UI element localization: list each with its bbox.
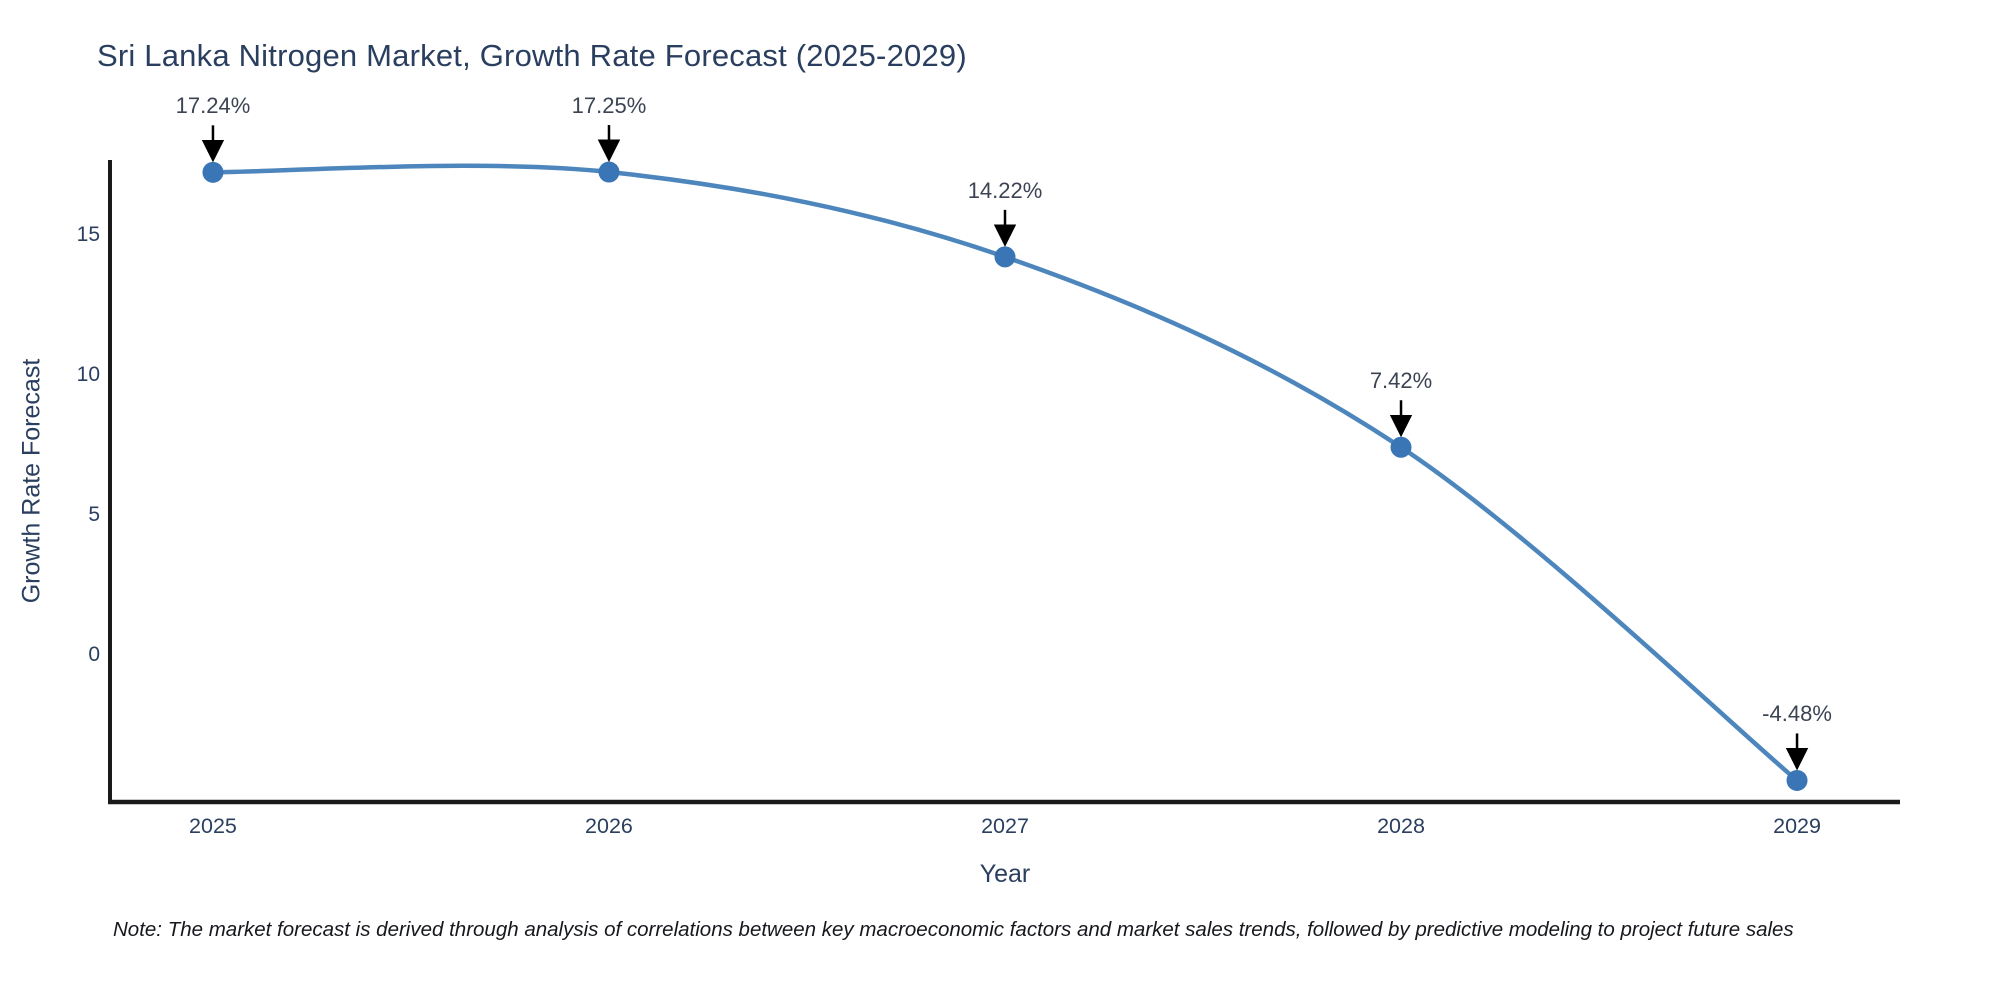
- footnote: Note: The market forecast is derived thr…: [113, 918, 1794, 941]
- data-point-marker: [994, 246, 1016, 268]
- point-value-label: 17.24%: [175, 93, 251, 119]
- x-tick-label: 2025: [189, 814, 237, 838]
- y-tick-label: 10: [76, 363, 100, 387]
- x-tick-label: 2029: [1773, 814, 1821, 838]
- y-tick-label: 5: [88, 503, 100, 527]
- data-point-marker: [598, 161, 620, 183]
- point-value-label: 7.42%: [1369, 368, 1433, 394]
- point-value-label: -4.48%: [1762, 701, 1832, 727]
- point-value-label: 17.25%: [571, 93, 647, 119]
- x-tick-label: 2027: [981, 814, 1029, 838]
- y-tick-label: 15: [76, 223, 100, 247]
- x-axis-title: Year: [979, 860, 1031, 888]
- data-point-marker: [1390, 436, 1412, 458]
- data-point-marker: [202, 161, 224, 183]
- point-value-label: 14.22%: [967, 177, 1043, 203]
- x-tick-label: 2028: [1377, 814, 1425, 838]
- trend-line: [210, 163, 1800, 783]
- x-tick-label: 2026: [585, 814, 633, 838]
- chart-title: Sri Lanka Nitrogen Market, Growth Rate F…: [97, 38, 967, 73]
- y-tick-label: 0: [88, 643, 100, 666]
- data-point-marker: [1786, 769, 1808, 791]
